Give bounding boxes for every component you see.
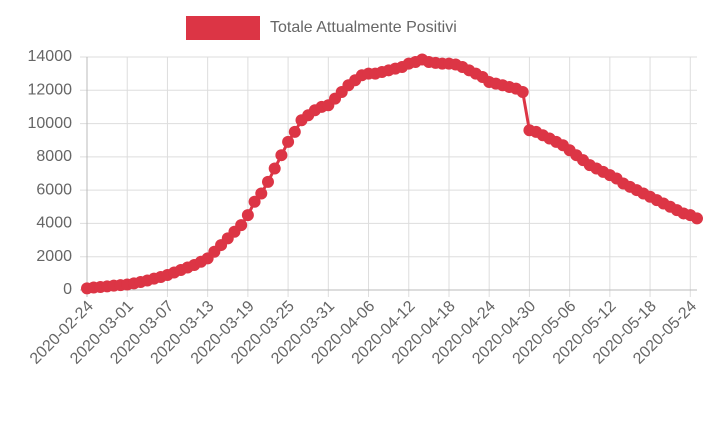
data-point [248,195,261,208]
data-point [241,209,254,222]
data-point [516,85,529,98]
data-point [235,219,248,232]
data-point [282,135,295,148]
data-point [288,125,301,138]
data-point [268,162,281,175]
data-point [691,212,703,225]
legend-label: Totale Attualmente Positivi [270,19,457,36]
y-tick-label: 8000 [36,148,72,165]
legend-swatch [186,16,260,40]
y-tick-label: 10000 [28,115,73,132]
data-point [261,175,274,188]
y-tick-label: 14000 [28,48,73,65]
data-point [275,149,288,162]
y-tick-label: 12000 [28,82,73,99]
y-tick-label: 6000 [36,181,72,198]
data-point [255,187,268,200]
y-tick-label: 0 [63,281,72,298]
y-tick-label: 2000 [36,248,72,265]
y-tick-label: 4000 [36,215,72,232]
